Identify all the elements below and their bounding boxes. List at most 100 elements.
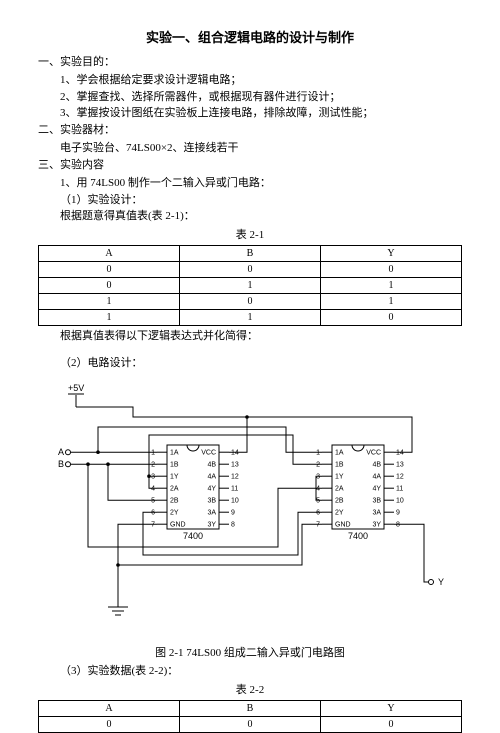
svg-text:A: A [58, 447, 64, 457]
svg-text:2: 2 [151, 462, 155, 469]
table-row: 1 0 1 [39, 294, 462, 310]
svg-text:9: 9 [396, 510, 400, 517]
svg-text:6: 6 [316, 510, 320, 517]
section-1-line-2: 2、掌握查找、选择所需器件，或根据现有器件进行设计； [38, 89, 462, 106]
svg-text:10: 10 [231, 498, 239, 505]
svg-text:1A: 1A [335, 450, 344, 457]
circuit-diagram: 74001A11B21Y32A42B52Y6GND7VCC144B134A124… [38, 377, 462, 643]
table-cell: 0 [180, 717, 321, 733]
svg-text:3: 3 [151, 474, 155, 481]
svg-text:11: 11 [396, 486, 403, 493]
table-cell: 1 [39, 310, 180, 326]
circuit-svg: 74001A11B21Y32A42B52Y6GND7VCC144B134A124… [38, 377, 458, 637]
truth-table-2: A B Y 0 0 0 [38, 700, 462, 733]
svg-text:1: 1 [151, 450, 155, 457]
svg-text:7400: 7400 [183, 531, 203, 541]
svg-text:12: 12 [396, 474, 404, 481]
svg-text:2Y: 2Y [170, 510, 179, 517]
svg-text:7: 7 [316, 522, 320, 529]
table-row: 0 0 0 [39, 717, 462, 733]
svg-text:4: 4 [316, 486, 320, 493]
svg-text:5: 5 [151, 498, 155, 505]
table-row: A B Y [39, 246, 462, 262]
svg-text:14: 14 [231, 450, 239, 457]
table-cell: 0 [39, 278, 180, 294]
svg-text:GND: GND [335, 522, 351, 529]
svg-text:13: 13 [396, 462, 404, 469]
figure-caption: 图 2-1 74LS00 组成二输入异或门电路图 [38, 645, 462, 662]
truth-table-1: A B Y 0 0 0 0 1 1 1 0 1 1 1 0 [38, 245, 462, 326]
svg-text:1B: 1B [335, 462, 344, 469]
svg-text:7: 7 [151, 522, 155, 529]
table-cell: Y [321, 701, 462, 717]
table-cell: A [39, 246, 180, 262]
svg-text:12: 12 [231, 474, 239, 481]
table-cell: 1 [180, 278, 321, 294]
page-title: 实验一、组合逻辑电路的设计与制作 [38, 28, 462, 48]
table-cell: 0 [180, 262, 321, 278]
after-table-1-text: 根据真值表得以下逻辑表达式并化简得： [38, 328, 462, 345]
table-cell: B [180, 246, 321, 262]
table-row: 0 1 1 [39, 278, 462, 294]
table-row: 1 1 0 [39, 310, 462, 326]
table-cell: 0 [39, 262, 180, 278]
svg-text:4A: 4A [372, 474, 381, 481]
svg-text:4A: 4A [207, 474, 216, 481]
table-row: 0 0 0 [39, 262, 462, 278]
svg-text:11: 11 [231, 486, 238, 493]
svg-text:VCC: VCC [366, 450, 381, 457]
table-row: A B Y [39, 701, 462, 717]
table-cell: 1 [321, 294, 462, 310]
svg-text:3A: 3A [372, 510, 381, 517]
table-cell: 1 [39, 294, 180, 310]
svg-text:6: 6 [151, 510, 155, 517]
svg-text:10: 10 [396, 498, 404, 505]
svg-text:3A: 3A [207, 510, 216, 517]
svg-text:13: 13 [231, 462, 239, 469]
table-1-caption: 表 2-1 [38, 227, 462, 244]
svg-text:4B: 4B [372, 462, 381, 469]
svg-text:1A: 1A [170, 450, 179, 457]
svg-text:1Y: 1Y [170, 474, 179, 481]
svg-text:2B: 2B [170, 498, 179, 505]
section-4-heading: （2）电路设计： [38, 355, 462, 372]
section-1-heading: 一、实验目的： [38, 54, 462, 71]
section-3-line-1: 1、用 74LS00 制作一个二输入异或门电路： [38, 175, 462, 192]
svg-text:1Y: 1Y [335, 474, 344, 481]
section-1-line-1: 1、学会根据给定要求设计逻辑电路； [38, 72, 462, 89]
svg-text:2: 2 [316, 462, 320, 469]
svg-text:B: B [58, 459, 64, 469]
svg-text:Y: Y [438, 577, 444, 587]
svg-text:5: 5 [316, 498, 320, 505]
svg-text:1: 1 [316, 450, 320, 457]
svg-text:3: 3 [316, 474, 320, 481]
svg-text:2A: 2A [335, 486, 344, 493]
svg-text:4B: 4B [207, 462, 216, 469]
table-cell: 0 [321, 717, 462, 733]
svg-text:VCC: VCC [201, 450, 216, 457]
svg-text:3Y: 3Y [372, 522, 381, 529]
svg-text:4Y: 4Y [372, 486, 381, 493]
svg-text:9: 9 [231, 510, 235, 517]
svg-text:7400: 7400 [348, 531, 368, 541]
section-3-line-3: 根据题意得真值表(表 2-1)： [38, 208, 462, 225]
svg-text:2A: 2A [170, 486, 179, 493]
section-2-line-1: 电子实验台、74LS00×2、连接线若干 [38, 140, 462, 157]
svg-text:3B: 3B [372, 498, 381, 505]
svg-text:8: 8 [231, 522, 235, 529]
svg-text:3Y: 3Y [207, 522, 216, 529]
table-cell: 0 [39, 717, 180, 733]
svg-text:4: 4 [151, 486, 155, 493]
section-2-heading: 二、实验器材： [38, 122, 462, 139]
table-cell: A [39, 701, 180, 717]
section-5-heading: （3）实验数据(表 2-2)： [38, 663, 462, 680]
table-cell: 1 [180, 310, 321, 326]
svg-text:3B: 3B [207, 498, 216, 505]
table-cell: 0 [321, 262, 462, 278]
svg-text:8: 8 [396, 522, 400, 529]
table-cell: 1 [321, 278, 462, 294]
table-cell: Y [321, 246, 462, 262]
svg-text:2B: 2B [335, 498, 344, 505]
table-cell: B [180, 701, 321, 717]
section-3-line-2: （1）实验设计： [38, 192, 462, 209]
